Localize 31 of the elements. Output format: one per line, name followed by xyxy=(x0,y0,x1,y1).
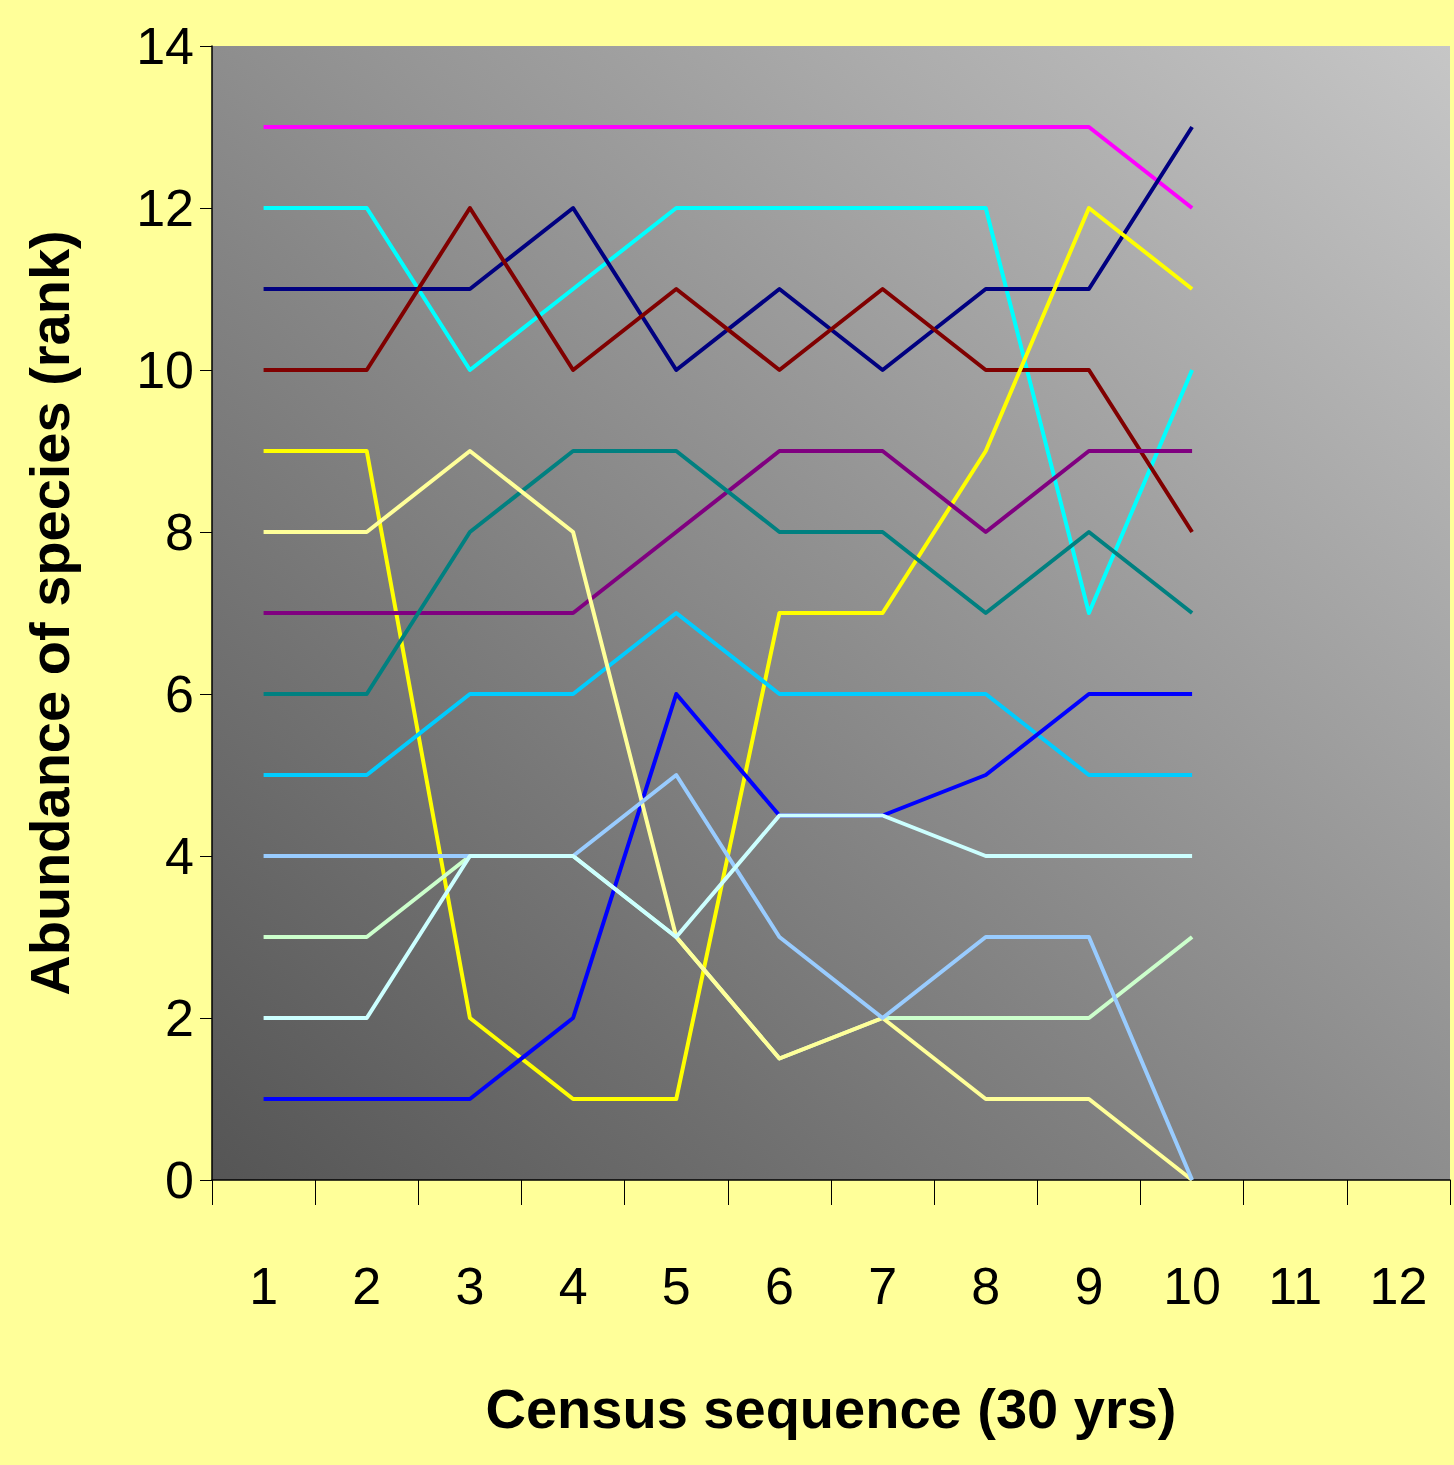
y-axis-title: Abundance of species (rank) xyxy=(17,230,81,996)
line-series xyxy=(261,813,1195,1020)
line-series xyxy=(261,206,1195,1101)
x-tick-label: 5 xyxy=(661,1257,691,1315)
x-tick-label: 9 xyxy=(1074,1257,1104,1315)
line-series xyxy=(261,773,1195,1182)
y-tick-label: 0 xyxy=(165,1151,194,1209)
y-tick-label: 4 xyxy=(165,827,194,885)
x-tick-label: 7 xyxy=(868,1257,898,1315)
y-tick-label: 8 xyxy=(165,503,194,561)
x-tick-label: 3 xyxy=(455,1257,485,1315)
x-tick-label: 10 xyxy=(1163,1257,1222,1315)
y-tick-label: 2 xyxy=(165,989,194,1047)
x-tick-label: 1 xyxy=(249,1257,279,1315)
line-series xyxy=(261,449,1195,696)
line-series xyxy=(261,692,1195,1101)
y-tick-label: 6 xyxy=(165,665,194,723)
x-axis-title: Census sequence (30 yrs) xyxy=(485,1376,1177,1440)
x-tick-label: 8 xyxy=(971,1257,1001,1315)
line-series xyxy=(261,125,1195,372)
line-series xyxy=(261,449,1195,1182)
line-series xyxy=(261,206,1195,615)
line-series xyxy=(261,206,1195,534)
x-tick-label: 4 xyxy=(558,1257,588,1315)
y-tick-label: 10 xyxy=(136,341,194,399)
x-tick-label: 12 xyxy=(1369,1257,1428,1315)
y-tick-label: 12 xyxy=(136,179,194,237)
x-tick-label: 2 xyxy=(352,1257,382,1315)
x-tick-label: 6 xyxy=(764,1257,794,1315)
x-tick-label: 11 xyxy=(1268,1257,1323,1315)
y-tick-label: 14 xyxy=(136,17,194,75)
